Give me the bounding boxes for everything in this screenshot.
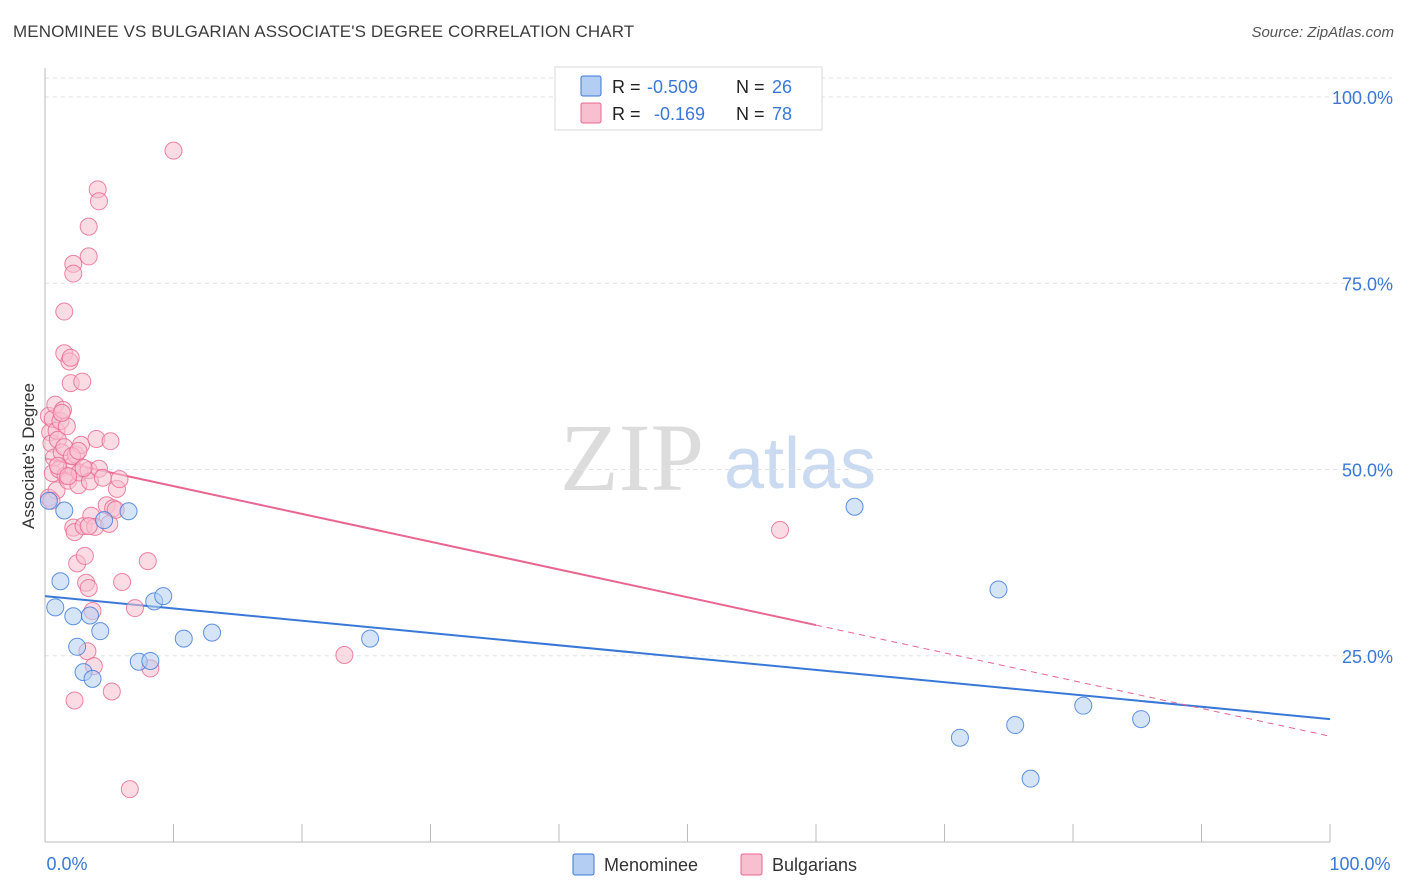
point-menominee-17	[203, 623, 222, 642]
stats-n-value-1: 26	[772, 77, 792, 97]
point-menominee-5	[68, 637, 87, 656]
point-bulgarians-58	[102, 682, 121, 701]
x-tick-label-min: 0.0%	[46, 854, 87, 874]
point-menominee-24	[1074, 696, 1093, 715]
point-menominee-7	[80, 606, 99, 625]
stats-legend: R = -0.509 N = 26 R = -0.169 N = 78	[554, 66, 823, 131]
point-menominee-10	[95, 511, 114, 530]
point-menominee-0	[39, 491, 58, 510]
trend-line-menominee	[44, 595, 1331, 721]
series-legend: Menominee Bulgarians	[572, 853, 857, 876]
point-bulgarians-53	[89, 192, 108, 211]
point-menominee-25	[1132, 710, 1151, 729]
legend-swatch-bulgarians	[740, 853, 763, 876]
point-menominee-20	[950, 728, 969, 747]
point-menominee-9	[91, 622, 110, 641]
point-menominee-19	[845, 497, 864, 516]
point-bulgarians-47	[79, 247, 98, 266]
point-bulgarians-76	[74, 459, 93, 478]
point-bulgarians-65	[125, 599, 144, 618]
point-menominee-22	[1006, 716, 1025, 735]
point-bulgarians-54	[93, 468, 112, 487]
point-bulgarians-46	[79, 217, 98, 236]
x-tick-label-max: 100.0%	[1329, 854, 1390, 874]
y-tick-label-100: 100.0%	[1332, 88, 1393, 108]
trend-line-dashed-bulgarians	[815, 624, 1331, 737]
stats-r-value-2: -0.169	[654, 104, 705, 124]
point-menominee-15	[154, 587, 173, 606]
chart-title: MENOMINEE VS BULGARIAN ASSOCIATE'S DEGRE…	[13, 22, 635, 41]
point-menominee-2	[46, 598, 65, 617]
stats-r-value-1: -0.509	[647, 77, 698, 97]
y-tick-label-25: 25.0%	[1342, 647, 1393, 667]
stats-swatch-bulgarians	[580, 102, 602, 124]
point-bulgarians-69	[335, 646, 354, 665]
y-tick-labels: 25.0% 50.0% 75.0% 100.0%	[1332, 88, 1393, 667]
watermark-atlas: atlas	[724, 424, 876, 504]
y-tick-label-75: 75.0%	[1342, 274, 1393, 294]
watermark-zip: ZIP	[560, 404, 704, 511]
axes	[44, 68, 1331, 843]
point-bulgarians-68	[164, 141, 183, 160]
point-bulgarians-63	[113, 572, 132, 591]
point-bulgarians-33	[64, 264, 83, 283]
point-menominee-11	[119, 502, 138, 521]
stats-r-label-1: R =	[612, 77, 641, 97]
point-bulgarians-77	[59, 467, 78, 486]
point-menominee-13	[141, 651, 160, 670]
point-menominee-4	[64, 607, 83, 626]
point-menominee-18	[361, 629, 380, 648]
point-menominee-8	[83, 669, 102, 688]
data-points	[39, 141, 1151, 799]
point-bulgarians-48	[79, 578, 98, 597]
y-tick-label-50: 50.0%	[1342, 461, 1393, 481]
legend-label-bulgarians: Bulgarians	[772, 855, 857, 875]
stats-n-label-1: N =	[736, 77, 765, 97]
stats-n-label-2: N =	[736, 104, 765, 124]
point-menominee-23	[1021, 769, 1040, 788]
point-bulgarians-62	[110, 470, 129, 489]
point-bulgarians-64	[120, 780, 139, 799]
trend-line-bulgarians	[44, 457, 817, 627]
point-bulgarians-35	[73, 372, 92, 391]
point-bulgarians-75	[69, 441, 88, 460]
point-bulgarians-22	[61, 348, 80, 367]
grid-lines	[45, 77, 1392, 657]
point-bulgarians-70	[771, 520, 790, 539]
trend-lines	[44, 457, 1331, 737]
watermark: ZIP atlas	[560, 404, 876, 511]
point-bulgarians-57	[101, 432, 120, 451]
source-credit: Source: ZipAtlas.com	[1251, 24, 1394, 41]
y-axis-label: Associate's Degree	[19, 383, 38, 529]
stats-r-label-2: R =	[612, 104, 641, 124]
point-bulgarians-37	[75, 546, 94, 565]
point-bulgarians-34	[65, 691, 84, 710]
stats-n-value-2: 78	[772, 104, 792, 124]
point-menominee-16	[174, 629, 193, 648]
point-menominee-1	[51, 572, 70, 591]
point-bulgarians-73	[52, 403, 71, 422]
stats-swatch-menominee	[580, 75, 602, 97]
point-bulgarians-66	[138, 552, 157, 571]
legend-swatch-menominee	[572, 853, 595, 876]
point-menominee-21	[989, 580, 1008, 599]
point-menominee-3	[55, 501, 74, 520]
point-bulgarians-19	[55, 302, 74, 321]
point-bulgarians-49	[79, 517, 98, 536]
legend-label-menominee: Menominee	[604, 855, 698, 875]
